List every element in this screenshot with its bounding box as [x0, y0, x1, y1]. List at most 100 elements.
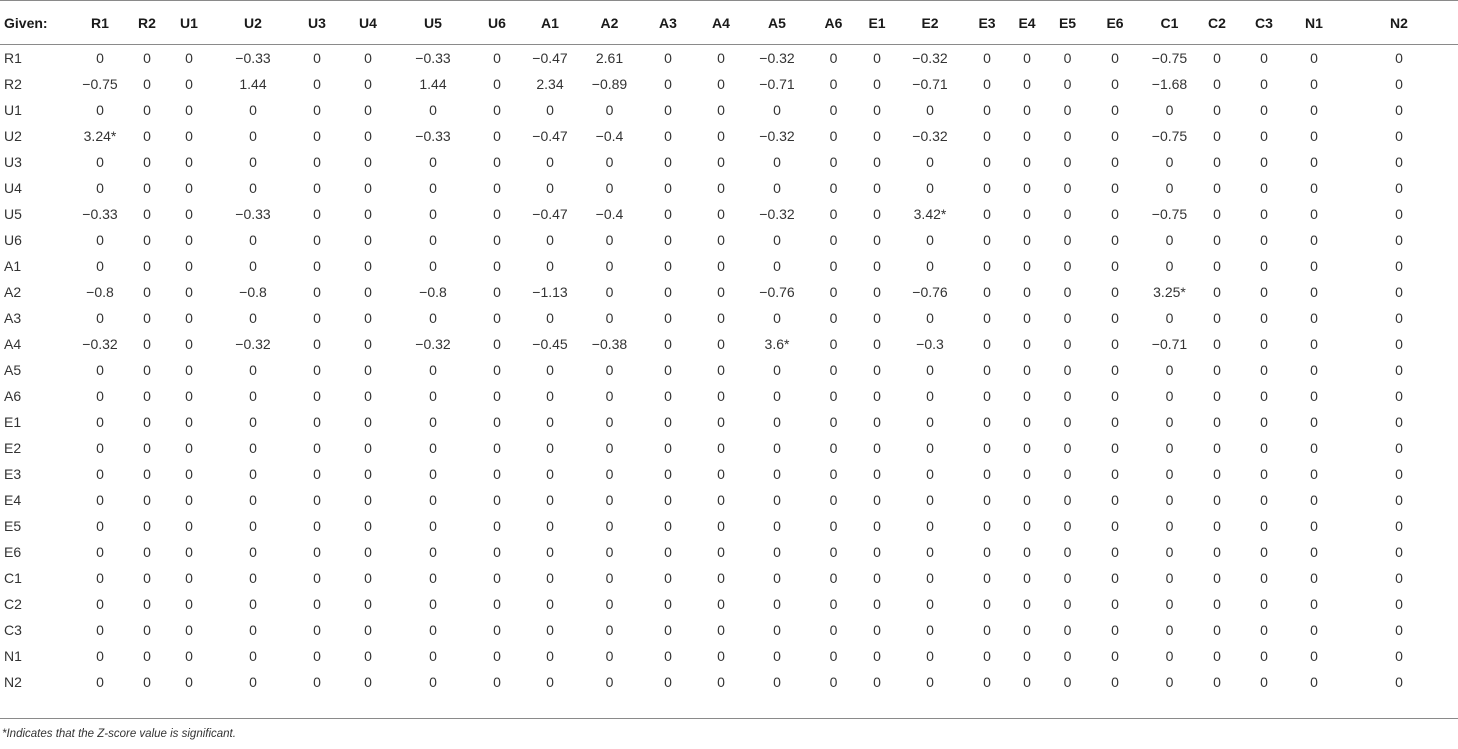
table-cell: 0 — [983, 206, 991, 222]
table-cell: 0 — [96, 180, 104, 196]
table-cell: 0 — [364, 648, 372, 664]
table-cell: 0 — [493, 570, 501, 586]
table-cell: 0 — [1395, 674, 1403, 690]
table-cell: 0 — [143, 284, 151, 300]
table-cell: 0 — [313, 102, 321, 118]
table-cell: 0 — [96, 362, 104, 378]
table-cell: 0 — [313, 50, 321, 66]
table-cell: 0 — [429, 518, 437, 534]
table-cell: 0 — [1165, 518, 1174, 534]
table-cell: 0 — [983, 76, 991, 92]
table-cell: 0 — [664, 50, 672, 66]
table-cell: 0 — [1165, 102, 1174, 118]
table-cell: 0 — [429, 622, 437, 638]
table-cell: 0 — [983, 518, 991, 534]
table-cell: 0 — [873, 674, 881, 690]
table-cell: 0 — [1111, 414, 1119, 430]
table-cell: 0 — [1023, 622, 1031, 638]
table-cell: 0 — [364, 570, 372, 586]
table-cell: 0 — [717, 206, 725, 222]
table-cell: 0 — [364, 128, 372, 144]
table-cell: 0 — [429, 180, 437, 196]
column-header: C3 — [1255, 14, 1273, 31]
table-cell: 0 — [185, 76, 193, 92]
table-cell: 0 — [546, 648, 554, 664]
column-header: N1 — [1305, 14, 1323, 31]
table-cell: 0 — [1395, 570, 1403, 586]
column-header: E2 — [921, 14, 939, 31]
table-cell: −1.68 — [1151, 76, 1188, 92]
row-label: R2 — [4, 76, 22, 92]
table-cell: 0 — [1213, 362, 1221, 378]
table-cell: 0 — [1063, 388, 1072, 404]
table-cell: 0 — [1310, 180, 1318, 196]
table-cell: 0 — [1260, 154, 1268, 170]
table-cell: 0 — [1063, 622, 1072, 638]
table-cell: 0 — [873, 622, 881, 638]
table-cell: 0 — [1260, 336, 1268, 352]
table-cell: 0 — [605, 310, 614, 326]
table-cell: 0 — [429, 206, 437, 222]
table-cell: 0 — [1213, 414, 1221, 430]
table-cell: −0.33 — [235, 50, 271, 66]
table-cell: 0 — [185, 336, 193, 352]
row-label: E5 — [4, 518, 22, 534]
table-cell: 0 — [185, 128, 193, 144]
column-header: R2 — [138, 14, 156, 31]
table-cell: 0 — [926, 362, 934, 378]
table-cell: 0 — [1165, 674, 1174, 690]
table-cell: 0 — [1213, 492, 1221, 508]
table-cell: 0 — [605, 518, 614, 534]
table-cell: 0 — [829, 466, 838, 482]
table-cell: 0 — [664, 310, 672, 326]
table-bottom-rule — [0, 718, 1458, 719]
table-cell: 0 — [249, 596, 257, 612]
table-cell: 0 — [605, 492, 614, 508]
table-cell: 0 — [429, 102, 437, 118]
table-cell: 0 — [829, 76, 838, 92]
row-label: U2 — [4, 128, 22, 144]
table-cell: 0 — [546, 570, 554, 586]
table-cell: 0 — [1310, 336, 1318, 352]
table-cell: 0 — [717, 440, 725, 456]
table-cell: 0 — [1310, 206, 1318, 222]
row-label: E6 — [4, 544, 22, 560]
table-cell: −0.71 — [1151, 336, 1188, 352]
table-cell: 0 — [1260, 232, 1268, 248]
table-cell: 0 — [1213, 310, 1221, 326]
table-cell: 0 — [364, 622, 372, 638]
table-cell: 0 — [96, 310, 104, 326]
table-cell: 0 — [1395, 596, 1403, 612]
table-cell: 0 — [185, 518, 193, 534]
table-cell: −0.75 — [1151, 50, 1188, 66]
table-cell: −0.32 — [759, 128, 795, 144]
table-cell: 0 — [143, 154, 151, 170]
table-cell: 0 — [546, 154, 554, 170]
table-cell: 0 — [546, 258, 554, 274]
table-cell: 0 — [873, 544, 881, 560]
table-cell: 0 — [1213, 440, 1221, 456]
table-cell: 0 — [143, 492, 151, 508]
table-cell: 0 — [873, 50, 881, 66]
table-cell: 0 — [829, 648, 838, 664]
row-label: U6 — [4, 232, 22, 248]
table-cell: 0 — [1213, 128, 1221, 144]
table-cell: 0 — [926, 180, 934, 196]
column-header: U2 — [244, 14, 262, 31]
table-cell: 0 — [1111, 622, 1119, 638]
table-cell: 0 — [1213, 50, 1221, 66]
corner-label: Given: — [4, 14, 48, 31]
table-cell: 0 — [313, 232, 321, 248]
table-cell: 0 — [1310, 570, 1318, 586]
row-label: E2 — [4, 440, 22, 456]
table-cell: 0 — [1260, 596, 1268, 612]
table-cell: 0 — [1395, 128, 1403, 144]
table-cell: 0 — [546, 674, 554, 690]
table-cell: 0 — [1063, 362, 1072, 378]
table-cell: 0 — [773, 674, 781, 690]
table-row: U6 0 0 0 0 0 0 0 0 0 0 0 0 0 0 0 0 0 0 0 0 0 0 0 0 0 — [0, 227, 1458, 253]
table-cell: 0 — [185, 674, 193, 690]
table-cell: 0 — [493, 232, 501, 248]
row-label: R1 — [4, 50, 22, 66]
table-cell: 0 — [1023, 258, 1031, 274]
